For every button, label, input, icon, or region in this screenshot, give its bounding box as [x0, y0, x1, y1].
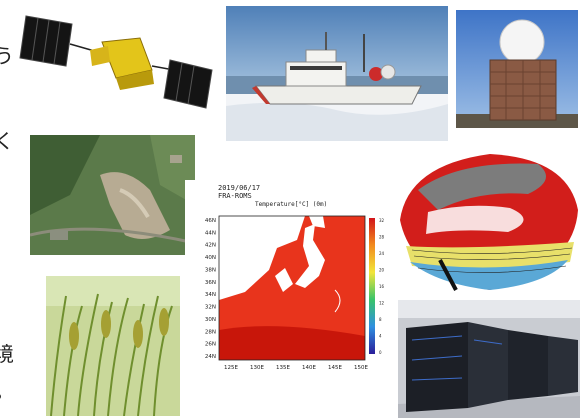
colorbar-tick-label: 4 [379, 334, 382, 339]
supercomputer-image [398, 300, 580, 418]
lon-axis: 125E 130E 135E 140E 145E 150E [224, 365, 368, 371]
lon-tick-label: 125E [224, 365, 238, 371]
lon-tick-label: 140E [302, 365, 316, 371]
continent-land [219, 216, 305, 300]
lat-tick-label: 40N [205, 255, 216, 261]
lat-tick-label: 26N [205, 342, 216, 348]
warm-band [219, 326, 365, 360]
colorbar-tick-label: 20 [379, 268, 385, 273]
isotherm [334, 289, 341, 313]
edge-char-4: 。 [0, 375, 14, 404]
radar-dome-image [456, 10, 578, 128]
radar-icon [456, 10, 578, 128]
landslide-aerial-image [30, 135, 195, 255]
lat-tick-label: 30N [205, 317, 216, 323]
map-frame [218, 215, 366, 361]
colorbar: 32 28 24 20 16 12 8 4 0 [369, 218, 385, 355]
ship-icon [226, 6, 448, 141]
lon-tick-label: 135E [276, 365, 290, 371]
lon-tick-label: 130E [250, 365, 264, 371]
colorbar-tick-label: 8 [379, 317, 382, 322]
landslide-icon [30, 135, 195, 255]
edge-char-1: う [0, 44, 14, 68]
lon-tick-label: 145E [328, 365, 342, 371]
lat-tick-label: 32N [205, 305, 216, 311]
map-date: 2019/06/17 [218, 184, 261, 192]
edge-char-2: く [0, 129, 14, 153]
colorbar-tick-label: 12 [379, 301, 385, 306]
server-icon [398, 300, 580, 418]
colorbar-tick-label: 24 [379, 251, 385, 256]
japan-land [295, 224, 325, 288]
globe-icon [398, 150, 580, 295]
satellite-image [12, 8, 217, 113]
map-model: FRA-ROMS [218, 192, 252, 200]
colorbar-ramp [369, 218, 375, 354]
colorbar-tick-label: 0 [379, 350, 382, 355]
lat-tick-label: 46N [205, 218, 216, 224]
colorbar-tick-label: 28 [379, 235, 385, 240]
lat-tick-label: 36N [205, 280, 216, 286]
lat-tick-label: 42N [205, 243, 216, 249]
map-variable: Temperature[°C] (0m) [255, 201, 328, 208]
rice-icon [46, 276, 180, 416]
lat-tick-label: 34N [205, 292, 216, 298]
lon-tick-label: 150E [354, 365, 368, 371]
lat-axis: 46N 44N 42N 40N 38N 36N 34N 32N 30N 28N 26N 24N [205, 218, 216, 360]
edge-char-3: 境 [0, 342, 14, 366]
sst-map-figure: 2019/06/17 FRA-ROMS Temperature[°C] (0m)… [185, 180, 385, 380]
lat-tick-label: 24N [205, 354, 216, 360]
hokkaido-land [309, 216, 325, 228]
satellite-icon [19, 15, 213, 109]
lat-tick-label: 44N [205, 230, 216, 236]
korea-land [275, 268, 293, 292]
rice-paddy-image [46, 276, 180, 416]
research-vessel-image [226, 6, 448, 141]
colorbar-tick-label: 16 [379, 284, 385, 289]
colorbar-ticks: 32 28 24 20 16 12 8 4 0 [379, 218, 385, 355]
global-ocean-model-image [398, 150, 580, 295]
colorbar-tick-label: 32 [379, 218, 385, 223]
lat-tick-label: 28N [205, 329, 216, 335]
sst-map-plot: 46N 44N 42N 40N 38N 36N 34N 32N 30N 28N 26N 24N 125… [205, 215, 385, 371]
lat-tick-label: 38N [205, 267, 216, 273]
